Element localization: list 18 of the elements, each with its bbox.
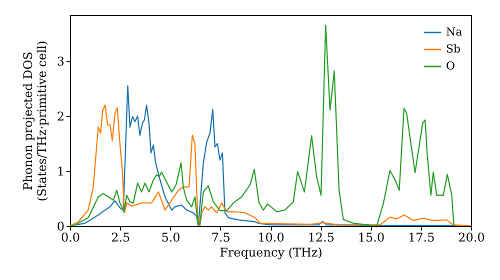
y-axis-title: Phonon projected DOS (States/THz·primitive cell)	[20, 40, 49, 202]
x-tick-label: 15.0	[358, 230, 385, 244]
x-tick-label: 10.0	[258, 230, 284, 244]
x-tick-label: 17.5	[408, 230, 435, 244]
x-tick-label: 2.5	[111, 230, 130, 244]
x-tick-label: 12.5	[308, 230, 334, 244]
x-tick-label: 5.0	[161, 230, 180, 244]
legend-label: Sb	[446, 42, 461, 56]
y-tick-label: 2	[56, 110, 64, 124]
legend-label: Na	[446, 26, 463, 38]
x-axis-title: Frequency (THz)	[220, 246, 322, 260]
y-tick-label: 3	[56, 54, 64, 69]
x-tick-label: 0.0	[60, 230, 80, 244]
x-tick-label: 20.0	[458, 230, 485, 244]
legend-label: O	[446, 60, 456, 72]
y-tick-label: 1	[56, 164, 64, 179]
y-tick-label: 0	[56, 220, 64, 234]
x-tick-label: 7.5	[211, 230, 230, 244]
